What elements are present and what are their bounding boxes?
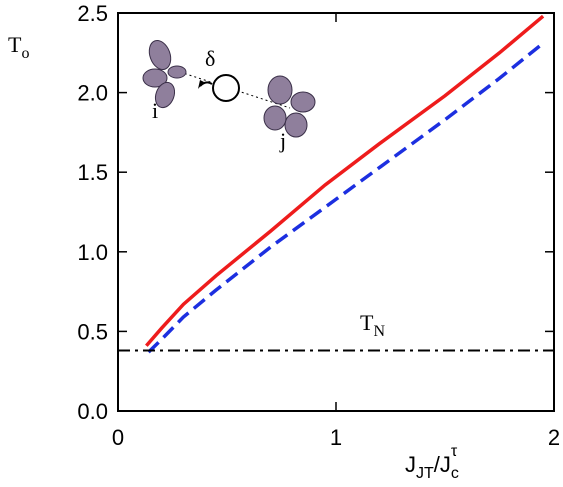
delta-label: δ xyxy=(205,46,215,71)
orbital-j xyxy=(263,75,316,138)
arrow-head xyxy=(198,80,204,89)
x-tick-label: 2 xyxy=(548,425,560,450)
y-tick-label: 0.5 xyxy=(77,319,108,344)
vacancy xyxy=(212,74,240,102)
x-label-sub2: c xyxy=(451,465,459,482)
y-tick-label: 0.0 xyxy=(77,399,108,424)
annotation-main: T xyxy=(360,310,374,335)
x-label-main: J xyxy=(405,452,416,477)
j-label: j xyxy=(279,128,286,153)
x-label-sup: τ xyxy=(451,443,458,460)
orbital-i xyxy=(142,39,187,109)
x-tick-label: 0 xyxy=(112,425,124,450)
y-tick-label: 2.5 xyxy=(77,1,108,26)
annotation: TN xyxy=(360,310,385,340)
i-label: i xyxy=(152,98,158,123)
x-label-sub: JT xyxy=(416,465,434,482)
x-axis-label: JJT/Jcτ xyxy=(405,443,459,482)
inset: δ i j xyxy=(142,39,316,153)
line-series xyxy=(145,14,545,347)
x-label-mid: /J xyxy=(434,452,451,477)
y-axis-label: To xyxy=(8,32,29,62)
y-tick-label: 1.0 xyxy=(77,240,108,265)
bond xyxy=(179,71,291,109)
line-series xyxy=(147,41,545,354)
y-label-sub: o xyxy=(21,45,29,62)
y-tick-label: 1.5 xyxy=(77,160,108,185)
annotation-sub: N xyxy=(373,323,385,340)
y-tick-label: 2.0 xyxy=(77,81,108,106)
y-label-main: T xyxy=(8,32,22,57)
x-tick-label: 1 xyxy=(330,425,342,450)
